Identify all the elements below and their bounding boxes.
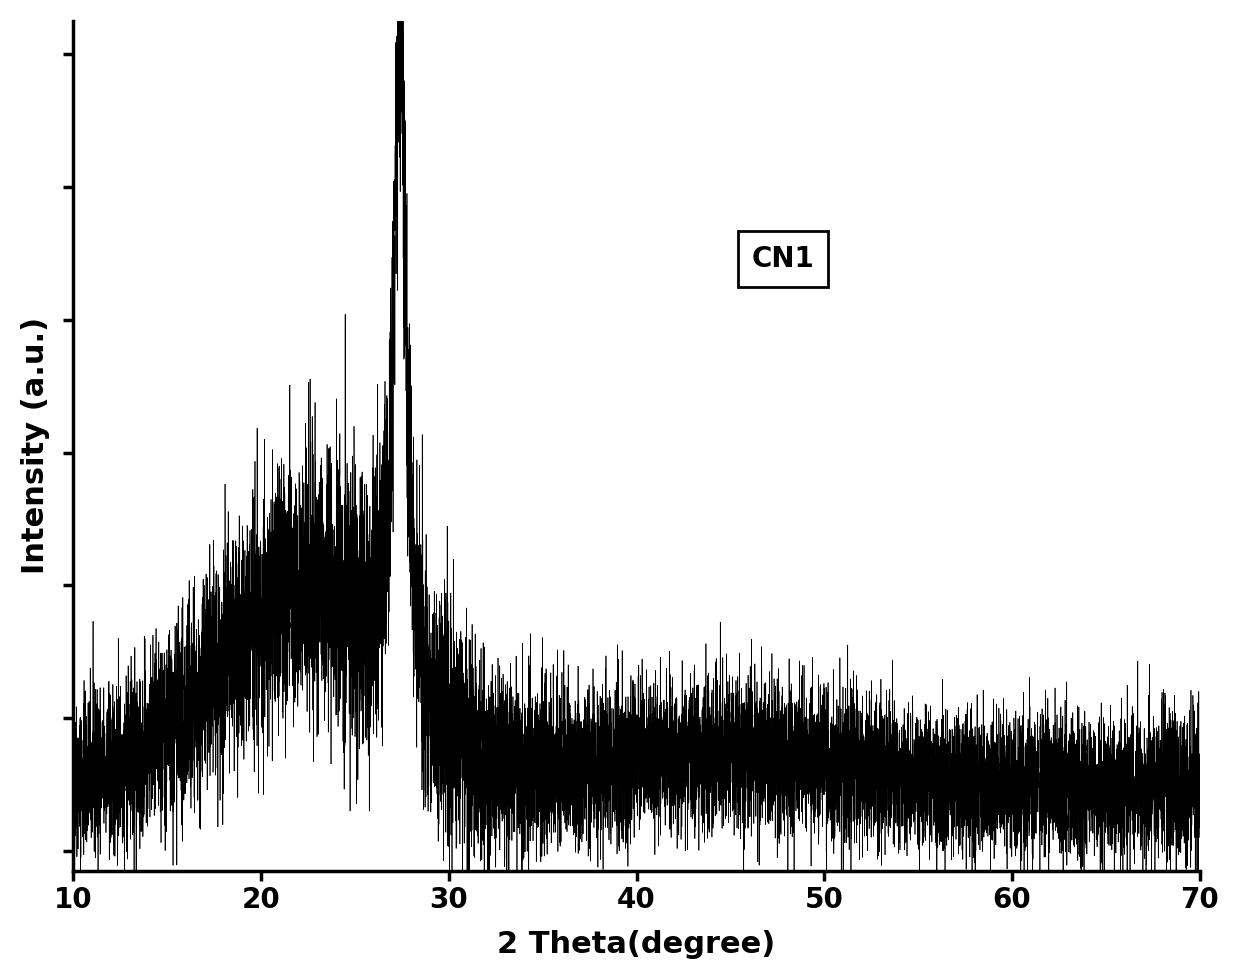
Y-axis label: Intensity (a.u.): Intensity (a.u.) xyxy=(21,318,50,574)
X-axis label: 2 Theta(degree): 2 Theta(degree) xyxy=(497,930,776,959)
Text: CN1: CN1 xyxy=(751,245,815,272)
